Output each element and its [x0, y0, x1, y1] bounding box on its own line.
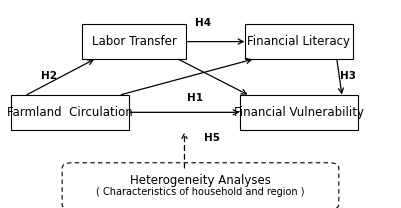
Text: Financial Literacy: Financial Literacy — [247, 35, 350, 48]
Text: Labor Transfer: Labor Transfer — [92, 35, 177, 48]
FancyBboxPatch shape — [240, 95, 358, 130]
FancyBboxPatch shape — [62, 163, 339, 208]
Text: Financial Vulnerability: Financial Vulnerability — [234, 106, 364, 119]
Text: ( Characteristics of household and region ): ( Characteristics of household and regio… — [96, 187, 305, 197]
Text: H2: H2 — [41, 71, 57, 81]
FancyBboxPatch shape — [11, 95, 129, 130]
Text: H1: H1 — [187, 93, 203, 103]
FancyBboxPatch shape — [245, 24, 353, 59]
Text: Farmland  Circulation: Farmland Circulation — [7, 106, 133, 119]
Text: H4: H4 — [195, 18, 211, 28]
Text: H5: H5 — [204, 133, 220, 143]
Text: Heterogeneity Analyses: Heterogeneity Analyses — [130, 174, 271, 187]
FancyBboxPatch shape — [82, 24, 186, 59]
Text: H3: H3 — [340, 71, 356, 81]
